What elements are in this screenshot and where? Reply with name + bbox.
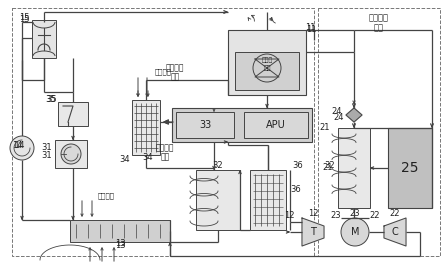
Text: T: T: [310, 227, 316, 237]
FancyBboxPatch shape: [338, 128, 370, 208]
Polygon shape: [384, 218, 406, 246]
FancyBboxPatch shape: [250, 170, 286, 230]
Text: 21: 21: [320, 124, 330, 133]
FancyBboxPatch shape: [172, 108, 312, 142]
Text: APU: APU: [266, 120, 286, 130]
Text: 冲压空气: 冲压空气: [98, 193, 115, 199]
Text: 14: 14: [12, 140, 23, 149]
Text: 22: 22: [369, 210, 380, 219]
FancyBboxPatch shape: [176, 112, 234, 138]
Text: 朝青循环: 朝青循环: [166, 64, 184, 73]
Text: 13: 13: [115, 239, 125, 248]
Text: 31: 31: [41, 150, 52, 159]
Text: 蒸发循环: 蒸发循环: [369, 13, 389, 22]
Text: 24: 24: [333, 114, 344, 122]
Text: 冲压空气: 冲压空气: [155, 69, 172, 75]
FancyBboxPatch shape: [58, 102, 88, 126]
FancyBboxPatch shape: [244, 112, 308, 138]
FancyBboxPatch shape: [228, 30, 306, 95]
Text: 32: 32: [213, 161, 223, 169]
Text: 13: 13: [115, 241, 125, 249]
Text: 22: 22: [390, 209, 400, 218]
Text: 35: 35: [45, 96, 56, 105]
Text: 发动机: 发动机: [262, 57, 273, 63]
Text: 32: 32: [325, 161, 335, 169]
Text: 11: 11: [305, 23, 315, 32]
Text: 33: 33: [199, 120, 211, 130]
Text: C: C: [392, 227, 398, 237]
Text: 15: 15: [20, 16, 30, 25]
FancyBboxPatch shape: [388, 128, 432, 208]
Polygon shape: [302, 218, 324, 246]
FancyBboxPatch shape: [32, 20, 56, 58]
FancyBboxPatch shape: [132, 100, 160, 155]
Text: 34: 34: [143, 153, 153, 163]
Text: 24: 24: [332, 107, 342, 116]
Text: 23: 23: [330, 210, 341, 219]
Text: 系统: 系统: [374, 23, 384, 32]
Text: 14: 14: [14, 140, 24, 149]
Text: 12: 12: [285, 210, 295, 219]
Text: 尾气: 尾气: [263, 65, 271, 71]
FancyBboxPatch shape: [235, 52, 299, 90]
Text: 35: 35: [46, 96, 57, 105]
Text: 25: 25: [401, 161, 419, 175]
Text: 36: 36: [292, 161, 303, 169]
Circle shape: [341, 218, 369, 246]
Circle shape: [10, 136, 34, 160]
Text: 34: 34: [119, 155, 130, 164]
Text: 36: 36: [290, 186, 301, 195]
Text: 23: 23: [350, 209, 361, 218]
FancyBboxPatch shape: [55, 140, 87, 168]
FancyBboxPatch shape: [70, 220, 170, 242]
Text: 系统: 系统: [160, 153, 170, 162]
Text: 21: 21: [322, 163, 333, 172]
Text: 31: 31: [41, 144, 52, 153]
Text: 系统: 系统: [170, 73, 180, 82]
Text: 12: 12: [308, 209, 318, 218]
Circle shape: [61, 144, 81, 164]
Text: M: M: [351, 227, 359, 237]
Text: 11: 11: [306, 26, 317, 35]
Text: 15: 15: [20, 13, 30, 22]
Polygon shape: [346, 108, 362, 122]
FancyBboxPatch shape: [196, 170, 240, 230]
Text: 燃油循环: 燃油循环: [156, 144, 174, 153]
